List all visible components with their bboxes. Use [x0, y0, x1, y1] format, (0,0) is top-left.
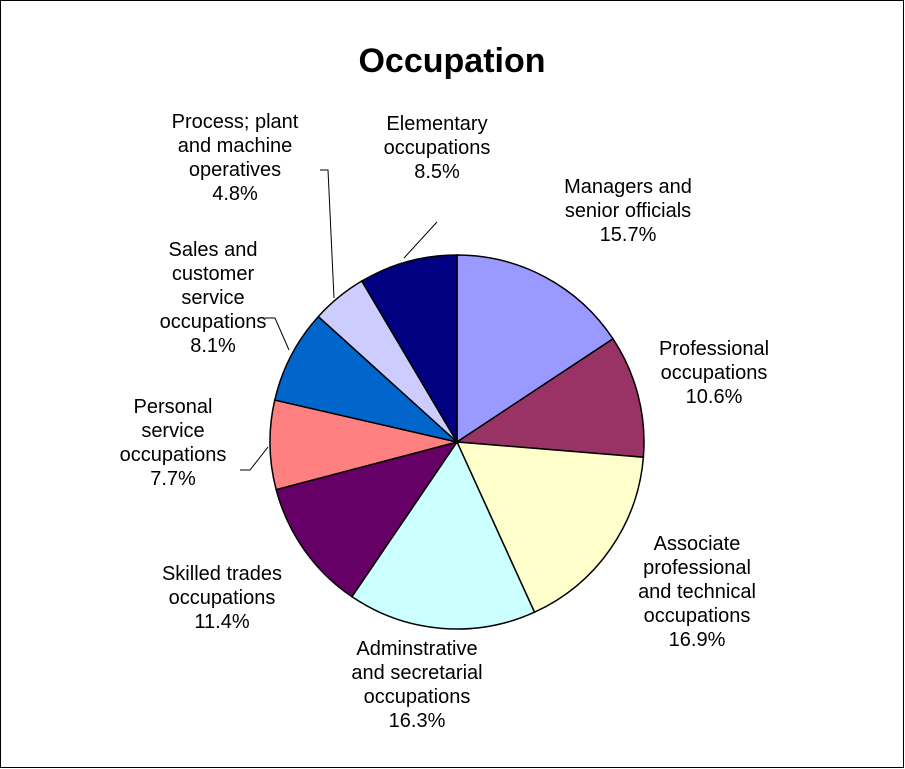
slice-label: Associate professional and technical occupa… [638, 533, 756, 627]
slice-label: Process; plant and machine operatives [172, 111, 299, 181]
slice-label: Sales and customer service occupations [160, 239, 267, 333]
value-label: 10.6% [686, 386, 743, 408]
value-label: 16.3% [389, 710, 446, 732]
value-label: 8.1% [190, 335, 236, 357]
leader-line [403, 221, 438, 259]
slice-label: Adminstrative and secretarial occupations [351, 638, 482, 708]
pie-slice [275, 440, 459, 598]
value-label: 11.4% [194, 611, 249, 633]
slice-label: Managers and senior officials [564, 176, 692, 222]
pie-slice [350, 440, 536, 630]
value-label: 16.9% [669, 629, 726, 651]
slice-label: Skilled trades occupations [162, 563, 282, 609]
chart-title: Occupation [358, 42, 545, 80]
slice-label: Personal service occupations [120, 396, 227, 466]
leader-line [240, 446, 269, 471]
pie-slice [455, 441, 645, 614]
slice-label: Professional occupations [659, 338, 769, 384]
value-label: 4.8% [212, 183, 258, 205]
leader-line [320, 169, 335, 299]
leader-line [265, 317, 290, 351]
slice-label: Elementary occupations [384, 113, 491, 159]
value-label: 7.7% [150, 468, 196, 490]
pie-slice [454, 337, 645, 459]
pie-slice [360, 254, 458, 445]
pie-slice [456, 254, 615, 444]
value-label: 15.7% [600, 224, 657, 246]
pie-slice [273, 315, 460, 444]
value-label: 8.5% [414, 161, 460, 183]
